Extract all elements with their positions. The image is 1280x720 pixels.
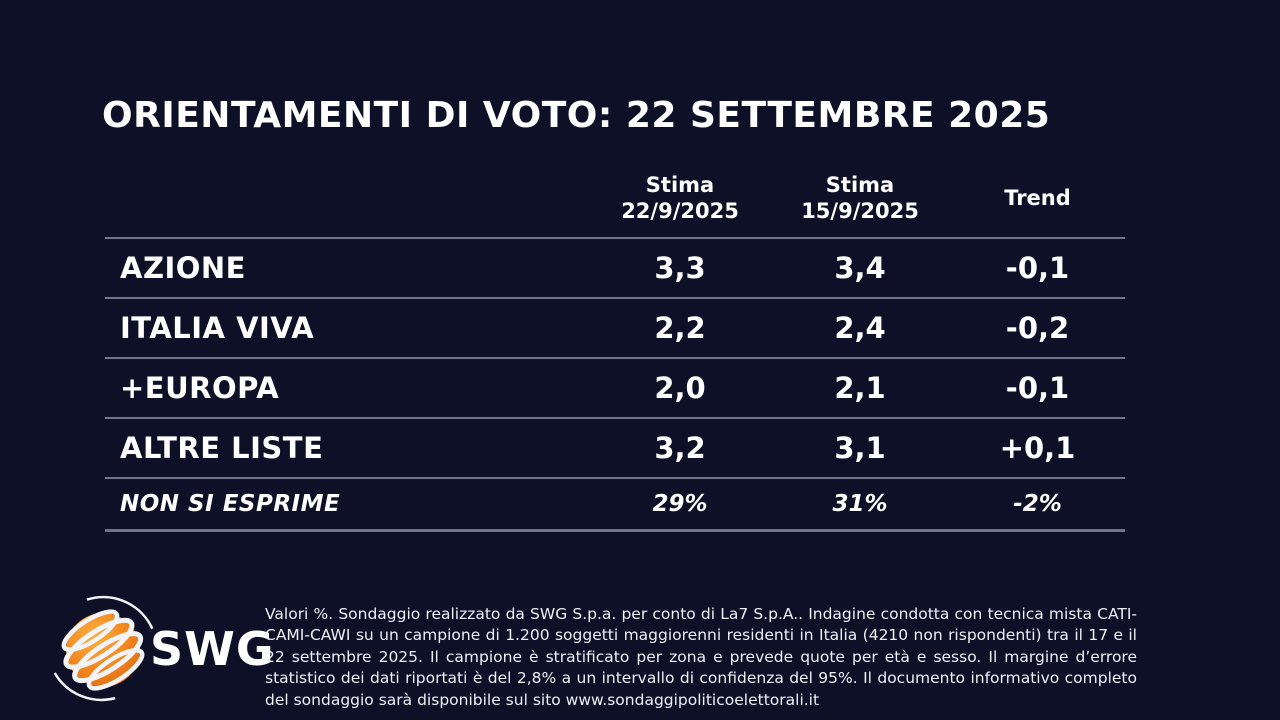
party-name: +EUROPA	[120, 371, 280, 405]
trend-value: -0,1	[1005, 251, 1070, 285]
stima-current-value: 2,2	[654, 311, 706, 345]
trend-value: +0,1	[999, 431, 1076, 465]
stima-current-value: 29%	[652, 491, 708, 517]
trend-value: -0,1	[1005, 371, 1070, 405]
stima-current-value: 2,0	[654, 371, 706, 405]
poll-table: Stima 22/9/2025 Stima 15/9/2025 Trend AZ…	[105, 160, 1125, 532]
column-header-party-empty	[105, 160, 590, 237]
column-header-stima-previous: Stima 15/9/2025	[770, 160, 950, 237]
column-header-line1: Stima	[825, 173, 895, 197]
table-row: +EUROPA 2,0 2,1 -0,1	[105, 357, 1125, 417]
party-name: ALTRE LISTE	[120, 431, 324, 465]
column-header-line1: Stima	[645, 173, 715, 197]
table-header-row: Stima 22/9/2025 Stima 15/9/2025 Trend	[105, 160, 1125, 237]
stima-previous-value: 2,1	[834, 371, 886, 405]
page-title: ORIENTAMENTI DI VOTO: 22 SETTEMBRE 2025	[102, 95, 1051, 136]
stima-previous-value: 31%	[832, 491, 888, 517]
stima-previous-value: 2,4	[834, 311, 886, 345]
column-header-line2: 22/9/2025	[621, 199, 739, 223]
swg-globe-icon	[53, 595, 154, 702]
party-name: ITALIA VIVA	[120, 311, 315, 345]
party-name: AZIONE	[120, 251, 246, 285]
column-header-line1: Trend	[1004, 186, 1071, 210]
table-row: ITALIA VIVA 2,2 2,4 -0,2	[105, 297, 1125, 357]
stima-current-value: 3,3	[654, 251, 706, 285]
stima-previous-value: 3,4	[834, 251, 886, 285]
trend-value: -2%	[1013, 491, 1062, 517]
table-row-non-si-esprime: NON SI ESPRIME 29% 31% -2%	[105, 477, 1125, 532]
table-row: AZIONE 3,3 3,4 -0,1	[105, 237, 1125, 297]
swg-logo: SWG	[40, 594, 274, 709]
disclaimer-text: Valori %. Sondaggio realizzato da SWG S.…	[265, 605, 1137, 709]
stima-previous-value: 3,1	[834, 431, 886, 465]
swg-logo-text: SWG	[150, 622, 275, 676]
column-header-trend: Trend	[950, 160, 1125, 237]
table-row: ALTRE LISTE 3,2 3,1 +0,1	[105, 417, 1125, 477]
column-header-line2: 15/9/2025	[801, 199, 919, 223]
party-name: NON SI ESPRIME	[120, 491, 341, 517]
column-header-stima-current: Stima 22/9/2025	[590, 160, 770, 237]
stima-current-value: 3,2	[654, 431, 706, 465]
trend-value: -0,2	[1005, 311, 1070, 345]
